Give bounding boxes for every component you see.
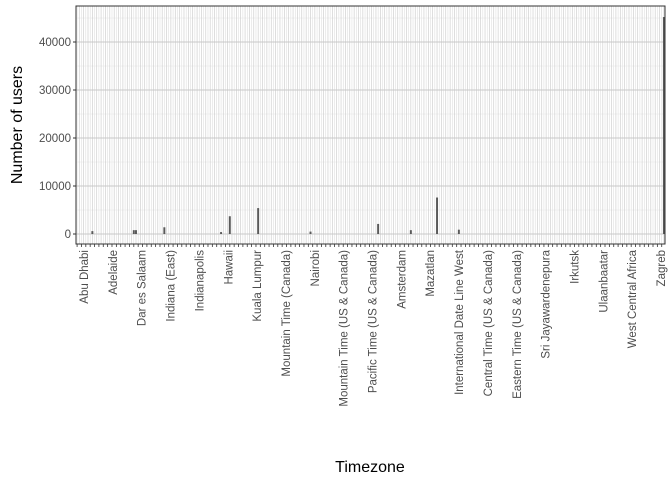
x-tick-label: Indiana (East) xyxy=(166,250,178,322)
x-tick-label: Dar es Salaam xyxy=(137,250,149,326)
x-tick-label: Pacific Time (US & Canada) xyxy=(368,250,380,393)
bar xyxy=(228,216,231,234)
bar xyxy=(257,208,260,234)
x-tick-label: Amsterdam xyxy=(396,250,408,309)
x-tick-label: Indianapolis xyxy=(194,250,206,312)
y-tick-label: 40000 xyxy=(39,37,71,49)
y-axis-title: Number of users xyxy=(9,66,26,184)
x-tick-label: Nairobi xyxy=(310,250,322,286)
bar xyxy=(662,17,665,235)
x-tick-label: Kuala Lumpur xyxy=(252,250,264,322)
bar xyxy=(132,230,135,234)
panel-background xyxy=(76,6,665,244)
x-tick-label: Adelaide xyxy=(108,250,120,295)
x-tick-label: Ulaanbaatar xyxy=(598,250,610,313)
x-tick-label: Eastern Time (US & Canada) xyxy=(512,250,524,399)
bar xyxy=(377,223,380,234)
y-tick-label: 30000 xyxy=(39,85,71,97)
bar xyxy=(309,231,312,234)
bar xyxy=(163,227,166,234)
bar xyxy=(457,229,460,234)
x-tick-label: Central Time (US & Canada) xyxy=(483,250,495,397)
bar xyxy=(409,230,412,234)
y-tick-label: 20000 xyxy=(39,133,71,145)
minor-gridlines xyxy=(76,6,665,244)
bar xyxy=(220,232,223,234)
bars xyxy=(91,17,665,235)
x-axis-title: Timezone xyxy=(335,459,405,476)
panel-border xyxy=(75,5,666,245)
x-tick-label: Hawaii xyxy=(223,250,235,285)
x-tick-label: International Date Line West xyxy=(454,249,466,395)
major-gridlines xyxy=(76,6,665,244)
x-tick-label: Abu Dhabi xyxy=(79,250,91,304)
x-tick-label: Sri Jayawardenepura xyxy=(541,249,553,358)
y-tick-label: 0 xyxy=(65,229,71,241)
bar xyxy=(135,230,137,234)
x-tick-label: West Central Africa xyxy=(627,249,639,348)
x-axis: Abu Dhabi Adelaide Dar es Salaam Indiana (E… xyxy=(76,244,668,407)
x-tick-label: Mountain Time (US & Canada) xyxy=(339,250,351,407)
bar xyxy=(436,197,439,234)
x-tick-label: Zagreb xyxy=(656,250,668,286)
x-tick-label: Mountain Time (Canada) xyxy=(281,250,293,377)
y-axis: 0 10000 20000 30000 40000 xyxy=(39,37,76,241)
x-tick-label: Mazatlan xyxy=(425,250,437,297)
y-tick-label: 10000 xyxy=(39,181,71,193)
x-tick-label: Irkutsk xyxy=(570,250,582,284)
bar xyxy=(91,231,94,234)
